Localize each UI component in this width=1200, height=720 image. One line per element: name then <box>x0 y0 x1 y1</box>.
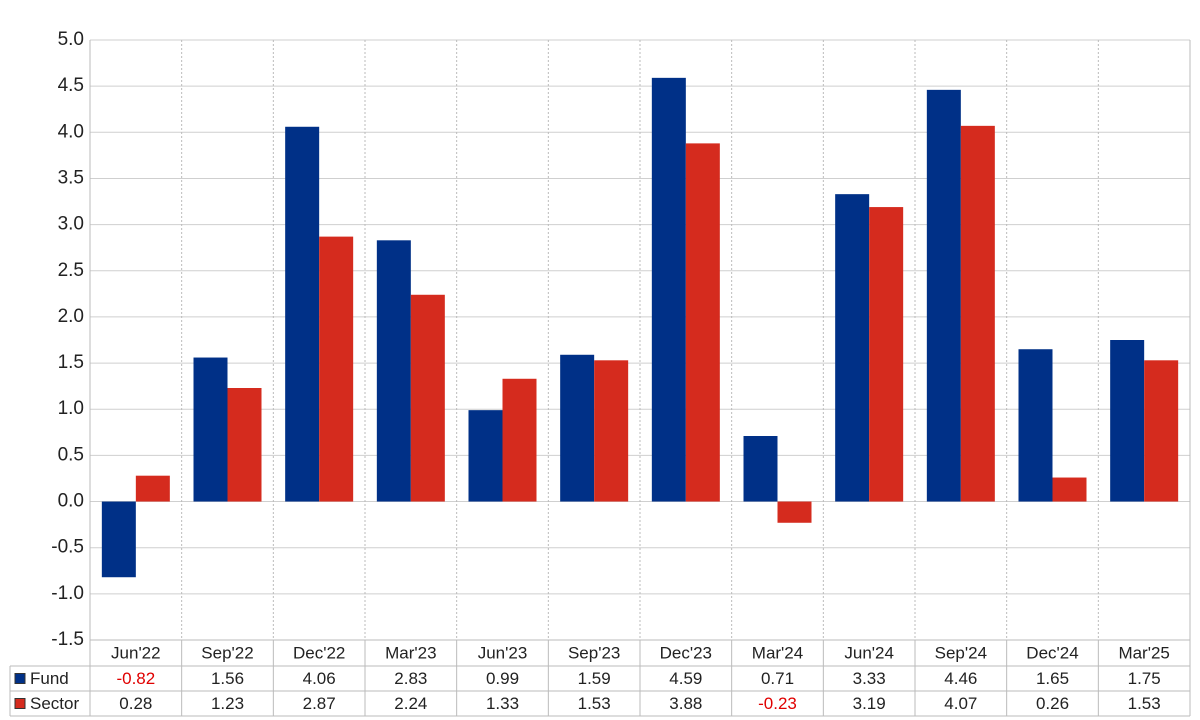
y-tick-label: 5.0 <box>58 29 84 50</box>
table-value: 1.56 <box>211 669 244 688</box>
table-value: 2.87 <box>303 694 336 713</box>
y-tick-label: 3.0 <box>58 214 84 235</box>
legend-swatch <box>14 698 26 709</box>
y-tick-label: 1.5 <box>58 352 84 373</box>
bar <box>135 475 170 502</box>
bar <box>926 89 961 502</box>
y-tick-label: -1.0 <box>51 583 84 604</box>
table-value: 1.53 <box>578 694 611 713</box>
table-value: 1.65 <box>1036 669 1069 688</box>
table-value: 2.83 <box>394 669 427 688</box>
bar <box>101 501 136 578</box>
table-value: 1.59 <box>578 669 611 688</box>
bar <box>594 360 629 502</box>
y-tick-label: 0.0 <box>58 491 84 512</box>
legend-swatch <box>14 673 26 684</box>
x-tick-label: Dec'24 <box>1026 643 1078 662</box>
table-value: 3.19 <box>853 694 886 713</box>
legend-label: Sector <box>30 694 79 713</box>
y-tick-label: 4.5 <box>58 75 84 96</box>
table-value: 1.53 <box>1128 694 1161 713</box>
bar <box>227 388 262 502</box>
y-tick-label: -0.5 <box>51 537 84 558</box>
x-tick-label: Sep'24 <box>935 643 987 662</box>
table-value: 2.24 <box>394 694 427 713</box>
table-value: 1.33 <box>486 694 519 713</box>
bar <box>560 354 595 502</box>
table-value: 3.88 <box>669 694 702 713</box>
y-tick-label: -1.5 <box>51 629 84 650</box>
table-value: 4.59 <box>669 669 702 688</box>
y-tick-label: 1.0 <box>58 398 84 419</box>
legend-label: Fund <box>30 669 69 688</box>
x-tick-label: Dec'22 <box>293 643 345 662</box>
table-value: -0.82 <box>116 669 155 688</box>
table-value: 4.06 <box>303 669 336 688</box>
bar <box>410 294 445 502</box>
x-tick-label: Jun'23 <box>478 643 528 662</box>
y-tick-label: 4.0 <box>58 121 84 142</box>
bar <box>685 143 720 502</box>
table-value: 0.99 <box>486 669 519 688</box>
table-value: 0.28 <box>119 694 152 713</box>
table-value: 4.46 <box>944 669 977 688</box>
x-tick-label: Sep'22 <box>201 643 253 662</box>
x-tick-label: Mar'24 <box>752 643 803 662</box>
y-tick-label: 3.5 <box>58 167 84 188</box>
table-value: 0.26 <box>1036 694 1069 713</box>
table-value: 0.71 <box>761 669 794 688</box>
x-tick-label: Sep'23 <box>568 643 620 662</box>
bar <box>651 77 686 502</box>
x-tick-label: Mar'23 <box>385 643 436 662</box>
x-tick-label: Jun'22 <box>111 643 161 662</box>
bar <box>502 378 537 502</box>
bar <box>835 194 870 502</box>
x-tick-label: Dec'23 <box>660 643 712 662</box>
x-tick-label: Mar'25 <box>1118 643 1169 662</box>
table-value: 4.07 <box>944 694 977 713</box>
bar <box>468 410 503 502</box>
bar <box>1110 340 1145 502</box>
bar <box>960 125 995 502</box>
y-tick-label: 2.0 <box>58 306 84 327</box>
bar <box>1018 349 1053 502</box>
bar <box>376 240 411 502</box>
bar <box>743 436 778 502</box>
x-tick-label: Jun'24 <box>844 643 894 662</box>
bar <box>193 357 228 502</box>
bar <box>1144 360 1179 502</box>
y-tick-label: 2.5 <box>58 260 84 281</box>
bar <box>869 207 904 502</box>
table-value: 1.75 <box>1128 669 1161 688</box>
table-value: 1.23 <box>211 694 244 713</box>
table-value: 3.33 <box>853 669 886 688</box>
bar <box>1052 477 1087 502</box>
table-value: -0.23 <box>758 694 797 713</box>
bar <box>319 236 354 502</box>
bar <box>777 501 812 523</box>
bar <box>285 126 320 502</box>
y-tick-label: 0.5 <box>58 444 84 465</box>
